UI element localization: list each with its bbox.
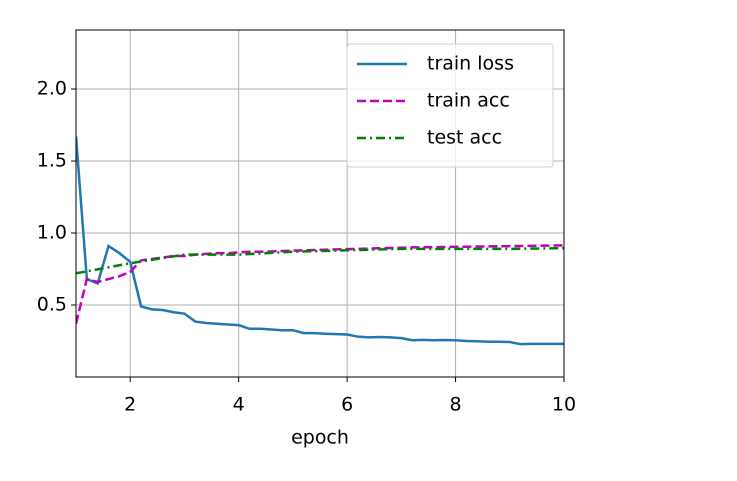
x-tick-label: 8: [450, 394, 462, 416]
legend-label: test acc: [427, 127, 502, 149]
series-line: [76, 244, 564, 325]
x-axis-label: epoch: [291, 427, 349, 449]
series-line: [76, 246, 564, 275]
plot-frame: [75, 29, 565, 378]
x-tick-label: 2: [124, 394, 136, 416]
y-tick-label: 2.0: [37, 78, 67, 100]
legend-label: train acc: [427, 90, 510, 112]
y-tick-label: 0.5: [37, 294, 67, 316]
y-tick-label: 1.0: [37, 222, 67, 244]
y-tick-label: 1.5: [37, 150, 67, 172]
x-tick-label: 10: [552, 394, 576, 416]
legend-box: [346, 43, 554, 168]
x-tick-label: 6: [341, 394, 353, 416]
series-line: [76, 136, 564, 346]
x-tick-label: 4: [233, 394, 245, 416]
legend-label: train loss: [427, 53, 514, 75]
